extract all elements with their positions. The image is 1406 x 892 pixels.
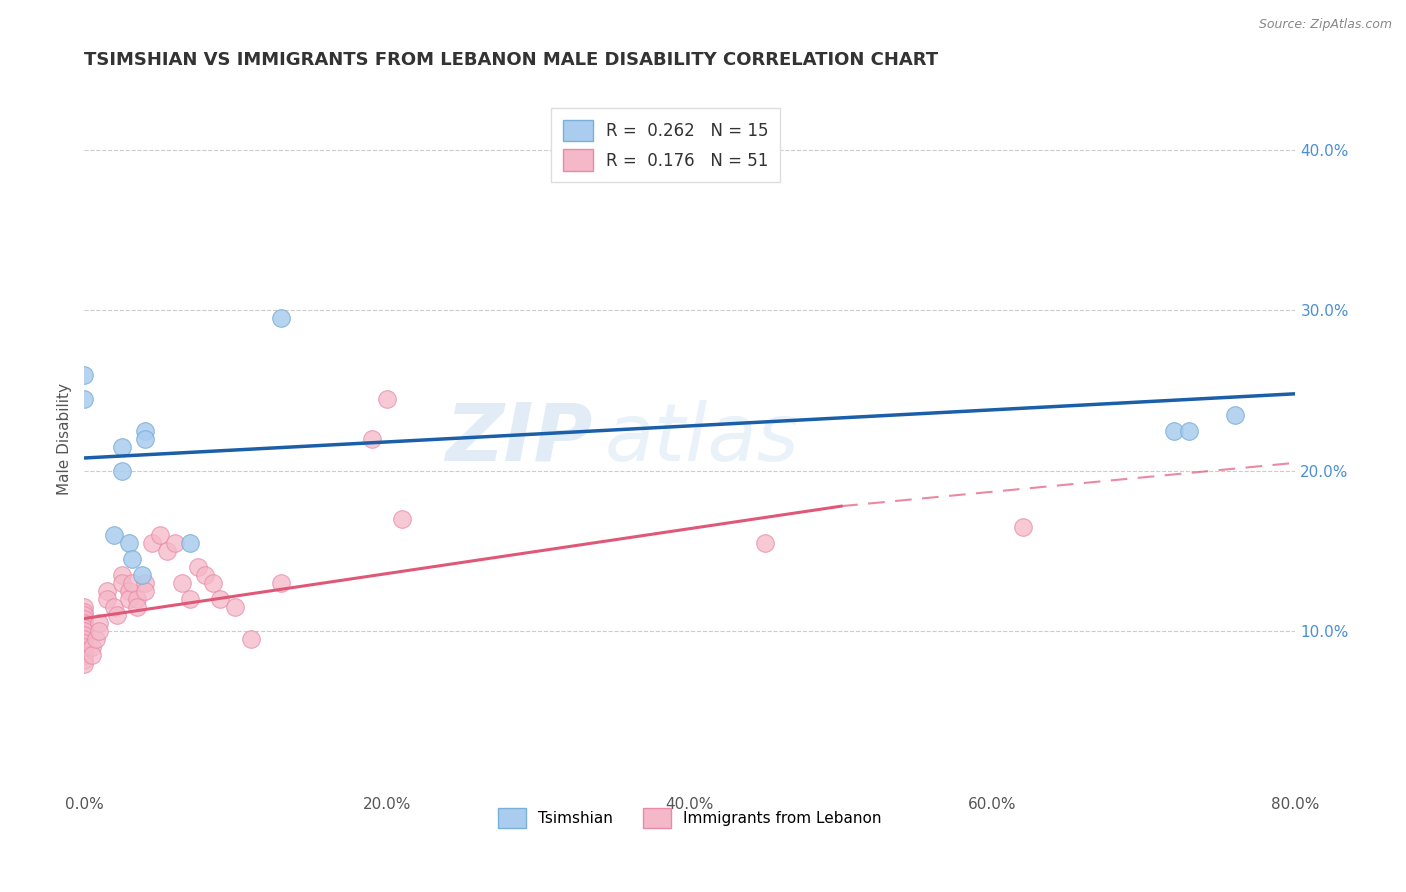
Immigrants from Lebanon <box>121 576 143 591</box>
Immigrants from Lebanon <box>73 653 96 667</box>
Immigrants from Lebanon <box>149 528 172 542</box>
Immigrants from Lebanon <box>111 576 134 591</box>
Tsimshian <box>111 440 134 454</box>
Tsimshian <box>134 432 156 446</box>
Immigrants from Lebanon <box>89 616 111 631</box>
Immigrants from Lebanon <box>73 632 96 647</box>
Tsimshian <box>131 568 153 582</box>
Immigrants from Lebanon <box>73 627 96 641</box>
Immigrants from Lebanon <box>73 600 96 615</box>
Tsimshian <box>121 552 143 566</box>
Tsimshian <box>1223 408 1246 422</box>
Immigrants from Lebanon <box>209 592 232 607</box>
Text: TSIMSHIAN VS IMMIGRANTS FROM LEBANON MALE DISABILITY CORRELATION CHART: TSIMSHIAN VS IMMIGRANTS FROM LEBANON MAL… <box>84 51 938 69</box>
Immigrants from Lebanon <box>73 640 96 655</box>
Tsimshian <box>73 392 96 406</box>
Immigrants from Lebanon <box>73 621 96 635</box>
Immigrants from Lebanon <box>96 592 118 607</box>
Immigrants from Lebanon <box>194 568 217 582</box>
Immigrants from Lebanon <box>201 576 224 591</box>
Tsimshian <box>73 368 96 382</box>
Immigrants from Lebanon <box>118 584 141 599</box>
Y-axis label: Male Disability: Male Disability <box>58 383 72 495</box>
Immigrants from Lebanon <box>179 592 201 607</box>
Text: Source: ZipAtlas.com: Source: ZipAtlas.com <box>1258 18 1392 31</box>
Immigrants from Lebanon <box>80 648 103 663</box>
Immigrants from Lebanon <box>73 611 96 625</box>
Tsimshian <box>1163 424 1185 438</box>
Tsimshian <box>134 424 156 438</box>
Immigrants from Lebanon <box>73 635 96 649</box>
Immigrants from Lebanon <box>270 576 292 591</box>
Legend: Tsimshian, Immigrants from Lebanon: Tsimshian, Immigrants from Lebanon <box>492 802 887 834</box>
Immigrants from Lebanon <box>360 432 382 446</box>
Immigrants from Lebanon <box>73 605 96 619</box>
Tsimshian <box>111 464 134 478</box>
Immigrants from Lebanon <box>125 600 148 615</box>
Immigrants from Lebanon <box>118 592 141 607</box>
Immigrants from Lebanon <box>89 624 111 639</box>
Immigrants from Lebanon <box>84 632 107 647</box>
Immigrants from Lebanon <box>73 657 96 671</box>
Immigrants from Lebanon <box>754 536 776 550</box>
Immigrants from Lebanon <box>391 512 413 526</box>
Immigrants from Lebanon <box>239 632 262 647</box>
Immigrants from Lebanon <box>103 600 125 615</box>
Immigrants from Lebanon <box>96 584 118 599</box>
Tsimshian <box>1178 424 1201 438</box>
Tsimshian <box>270 311 292 326</box>
Text: atlas: atlas <box>605 400 800 478</box>
Text: ZIP: ZIP <box>446 400 593 478</box>
Immigrants from Lebanon <box>73 608 96 623</box>
Immigrants from Lebanon <box>73 648 96 663</box>
Immigrants from Lebanon <box>111 568 134 582</box>
Immigrants from Lebanon <box>134 584 156 599</box>
Immigrants from Lebanon <box>105 608 128 623</box>
Immigrants from Lebanon <box>73 624 96 639</box>
Immigrants from Lebanon <box>73 643 96 657</box>
Immigrants from Lebanon <box>163 536 186 550</box>
Immigrants from Lebanon <box>187 560 209 574</box>
Tsimshian <box>179 536 201 550</box>
Immigrants from Lebanon <box>134 576 156 591</box>
Immigrants from Lebanon <box>80 640 103 655</box>
Immigrants from Lebanon <box>141 536 163 550</box>
Immigrants from Lebanon <box>73 616 96 631</box>
Tsimshian <box>118 536 141 550</box>
Immigrants from Lebanon <box>1012 520 1035 534</box>
Immigrants from Lebanon <box>224 600 246 615</box>
Tsimshian <box>103 528 125 542</box>
Immigrants from Lebanon <box>156 544 179 558</box>
Immigrants from Lebanon <box>172 576 194 591</box>
Immigrants from Lebanon <box>125 592 148 607</box>
Immigrants from Lebanon <box>375 392 398 406</box>
